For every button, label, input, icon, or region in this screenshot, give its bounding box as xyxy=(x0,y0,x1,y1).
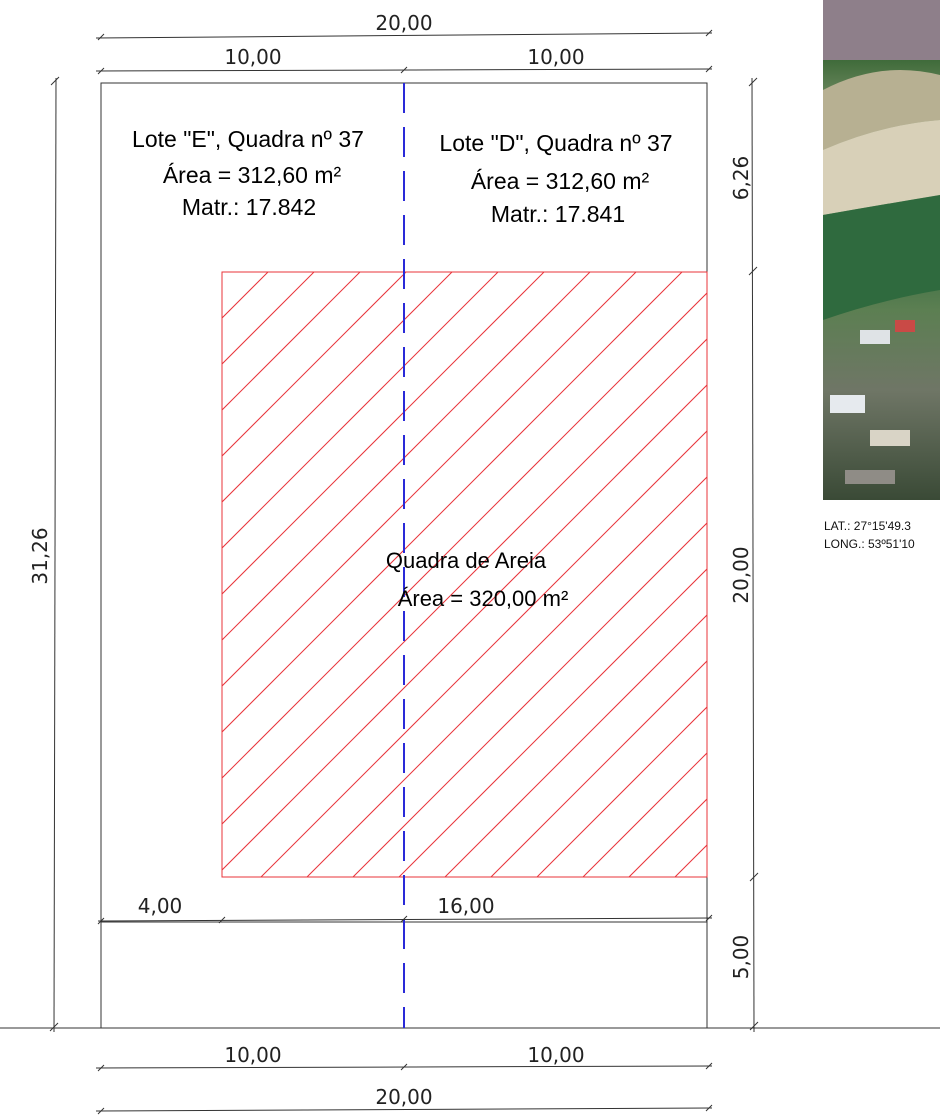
latitude-label: LAT.: 27°15'49.3 xyxy=(824,519,911,533)
hatch-line xyxy=(169,272,774,877)
hatch-line xyxy=(0,272,406,877)
hatch-line xyxy=(31,272,636,877)
hatch-line xyxy=(261,272,866,877)
hatch-line xyxy=(0,272,590,877)
lot-e-name: Lote "E", Quadra nº 37 xyxy=(132,126,364,152)
hatch-line xyxy=(77,272,682,877)
hatch-line xyxy=(307,272,912,877)
hatch-line xyxy=(123,272,728,877)
dim-court-offset: 4,00 xyxy=(138,894,183,918)
dim-total-depth: 31,26 xyxy=(28,527,52,584)
hatch-line xyxy=(0,272,498,877)
sand-court xyxy=(0,272,940,877)
dim-total-width-bottom: 20,00 xyxy=(375,1085,432,1109)
lot-d-area: Área = 312,60 m² xyxy=(471,168,650,194)
dim-total-width-top: 20,00 xyxy=(375,11,432,35)
court-outline xyxy=(222,272,707,877)
lot-e-area: Área = 312,60 m² xyxy=(163,162,342,188)
dim-setback-bottom: 5,00 xyxy=(729,935,753,980)
lot-e-registration: Matr.: 17.842 xyxy=(182,194,316,220)
hatch-line xyxy=(0,272,544,877)
dim-right-half-top: 10,00 xyxy=(527,45,584,69)
court-area: Área = 320,00 m² xyxy=(398,586,569,611)
court-hatch xyxy=(0,272,940,877)
lot-d-name: Lote "D", Quadra nº 37 xyxy=(439,130,672,156)
top-dimension-lines xyxy=(96,30,712,74)
hatch-line xyxy=(0,272,452,877)
longitude-label: LONG.: 53º51'10 xyxy=(824,537,915,551)
dim-left-half-top: 10,00 xyxy=(224,45,281,69)
dim-setback-top: 6,26 xyxy=(729,156,753,201)
satellite-image xyxy=(823,0,940,500)
dim-court-depth: 20,00 xyxy=(729,546,753,603)
lot-d-registration: Matr.: 17.841 xyxy=(491,201,625,227)
dim-court-width: 16,00 xyxy=(437,894,494,918)
dim-right-half-bottom: 10,00 xyxy=(527,1043,584,1067)
court-name: Quadra de Areia xyxy=(386,548,547,573)
dim-left-half-bottom: 10,00 xyxy=(224,1043,281,1067)
